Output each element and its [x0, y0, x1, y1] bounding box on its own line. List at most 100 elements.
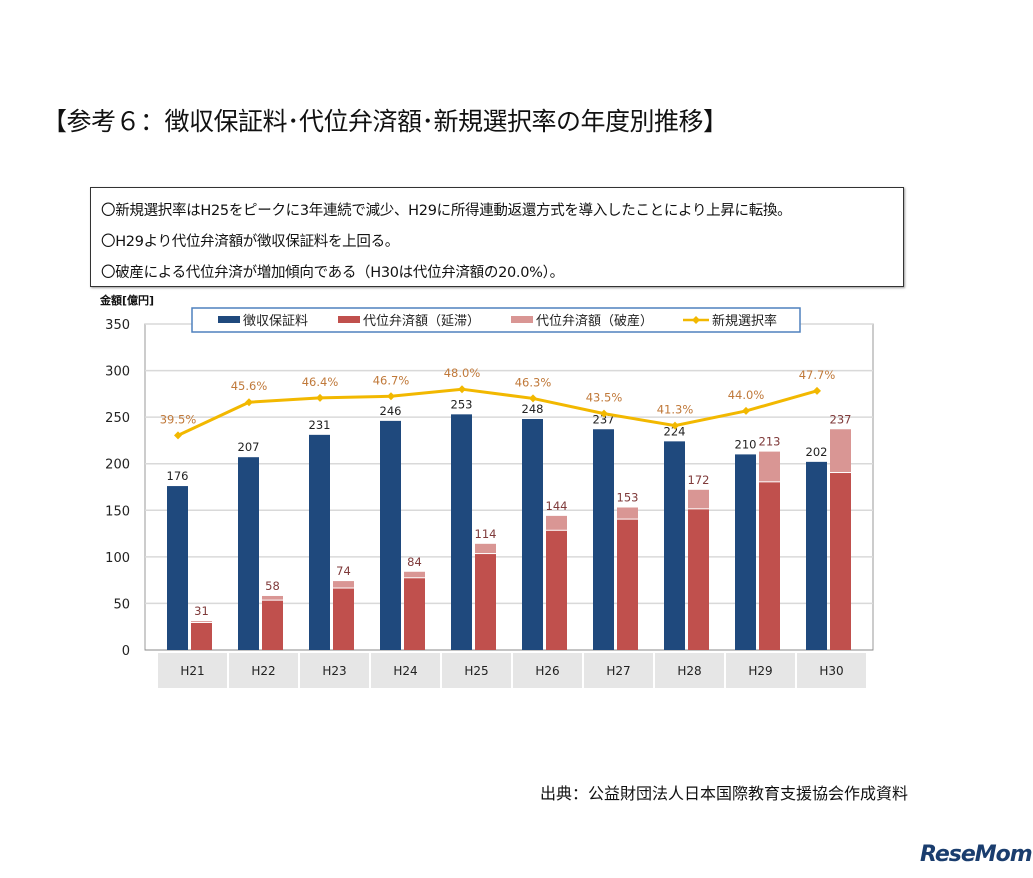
category-box [513, 653, 582, 688]
bar-guarantee-fee [238, 457, 259, 650]
note-line: 〇H29より代位弁済額が徴収保証料を上回る。 [101, 234, 399, 250]
stack-total-label: 237 [830, 412, 852, 426]
legend-label: 新規選択率 [712, 313, 777, 329]
bar-subrogation-delinquent [688, 509, 709, 650]
x-tick-label: H30 [819, 664, 843, 678]
legend-marker [692, 316, 700, 324]
bar-subrogation-bankruptcy [617, 507, 638, 519]
bar-label: 224 [664, 424, 686, 438]
x-tick-label: H28 [677, 664, 701, 678]
stack-total-label: 172 [688, 473, 710, 487]
bar-subrogation-bankruptcy [830, 429, 851, 473]
bar-label: 231 [309, 418, 331, 432]
stack-total-label: 84 [407, 555, 422, 569]
y-tick-label: 300 [105, 365, 130, 380]
x-tick-label: H22 [251, 664, 275, 678]
x-tick-label: H21 [180, 664, 204, 678]
category-box [584, 653, 653, 688]
y-tick-label: 100 [105, 551, 130, 566]
line-point [671, 421, 679, 430]
stack-total-label: 58 [265, 579, 280, 593]
bar-guarantee-fee [593, 429, 614, 650]
x-tick-label: H24 [393, 664, 417, 678]
bar-guarantee-fee [167, 486, 188, 650]
line-point [458, 385, 466, 394]
line-label: 47.7% [799, 368, 836, 382]
bar-guarantee-fee [309, 434, 330, 650]
bar-label: 210 [735, 437, 757, 451]
category-box [158, 653, 227, 688]
legend-label: 代位弁済額（破産） [536, 313, 653, 329]
bar-subrogation-bankruptcy [333, 581, 354, 588]
bar-subrogation-delinquent [546, 530, 567, 650]
page-title: 【参考６：徴収保証料･代位弁済額･新規選択率の年度別推移】 [42, 107, 728, 136]
stack-total-label: 31 [194, 604, 209, 618]
line-label: 41.3% [657, 403, 694, 417]
bar-guarantee-fee [735, 454, 756, 650]
x-tick-label: H27 [606, 664, 630, 678]
legend-swatch [511, 316, 533, 323]
line-point [600, 409, 608, 418]
line-point [387, 392, 395, 401]
line-point [245, 398, 253, 407]
line-label: 46.4% [302, 375, 339, 389]
bar-subrogation-bankruptcy [475, 543, 496, 554]
line-point [529, 394, 537, 403]
bar-label: 246 [380, 404, 402, 418]
bar-label: 253 [451, 397, 473, 411]
category-box [726, 653, 795, 688]
bar-subrogation-bankruptcy [546, 515, 567, 530]
stack-total-label: 144 [546, 499, 568, 513]
bar-guarantee-fee [664, 441, 685, 650]
legend-swatch [338, 316, 360, 323]
bar-label: 202 [806, 445, 828, 459]
legend-label: 徴収保証料 [243, 314, 308, 329]
line-label: 46.7% [373, 373, 410, 387]
legend-label: 代位弁済額（延滞） [363, 313, 480, 329]
line-point [742, 406, 750, 415]
bar-label: 248 [522, 402, 544, 416]
category-box [229, 653, 298, 688]
legend-swatch [218, 316, 240, 323]
y-tick-label: 350 [105, 318, 130, 333]
y-tick-label: 0 [122, 644, 130, 659]
bar-subrogation-bankruptcy [262, 595, 283, 600]
stack-total-label: 74 [336, 564, 351, 578]
bar-subrogation-delinquent [333, 588, 354, 650]
y-tick-label: 50 [113, 597, 130, 612]
notes-box: 〇新規選択率はH25をピークに3年連続で減少、H29に所得連動返還方式を導入した… [90, 187, 904, 287]
line-label: 45.6% [231, 379, 268, 393]
source-note: 出典：公益財団法人日本国際教育支援協会作成資料 [540, 784, 909, 803]
line-point [316, 393, 324, 402]
bar-subrogation-delinquent [404, 578, 425, 650]
line-point [813, 386, 821, 395]
bar-label: 207 [238, 440, 260, 454]
bar-guarantee-fee [451, 414, 472, 650]
bar-subrogation-delinquent [262, 600, 283, 650]
note-line: 〇破産による代位弁済が増加傾向である（H30は代位弁済額の20.0%）。 [101, 265, 564, 281]
line-point [174, 431, 182, 440]
bar-subrogation-delinquent [830, 473, 851, 650]
y-tick-label: 200 [105, 458, 130, 473]
line-selection-rate [177, 387, 818, 437]
resemom-logo: ReseMom [920, 842, 1033, 867]
line-label: 39.5% [160, 412, 197, 426]
y-axis-label: 金額[億円] [100, 294, 155, 307]
y-tick-label: 250 [105, 411, 130, 426]
line-label: 48.0% [444, 366, 481, 380]
stack-total-label: 213 [759, 435, 781, 449]
stack-total-label: 114 [475, 527, 497, 541]
bar-subrogation-bankruptcy [759, 451, 780, 482]
legend: 徴収保証料 代位弁済額（延滞） 代位弁済額（破産） 新規選択率 [191, 307, 801, 333]
bar-subrogation-bankruptcy [191, 621, 212, 622]
x-tick-label: H29 [748, 664, 772, 678]
bar-guarantee-fee [806, 461, 827, 650]
y-tick-label: 150 [105, 504, 130, 519]
note-line: 〇新規選択率はH25をピークに3年連続で減少、H29に所得連動返還方式を導入した… [101, 203, 792, 219]
x-tick-label: H25 [464, 664, 488, 678]
line-label: 43.5% [586, 391, 623, 405]
line-label: 44.0% [728, 388, 765, 402]
category-box [300, 653, 369, 688]
